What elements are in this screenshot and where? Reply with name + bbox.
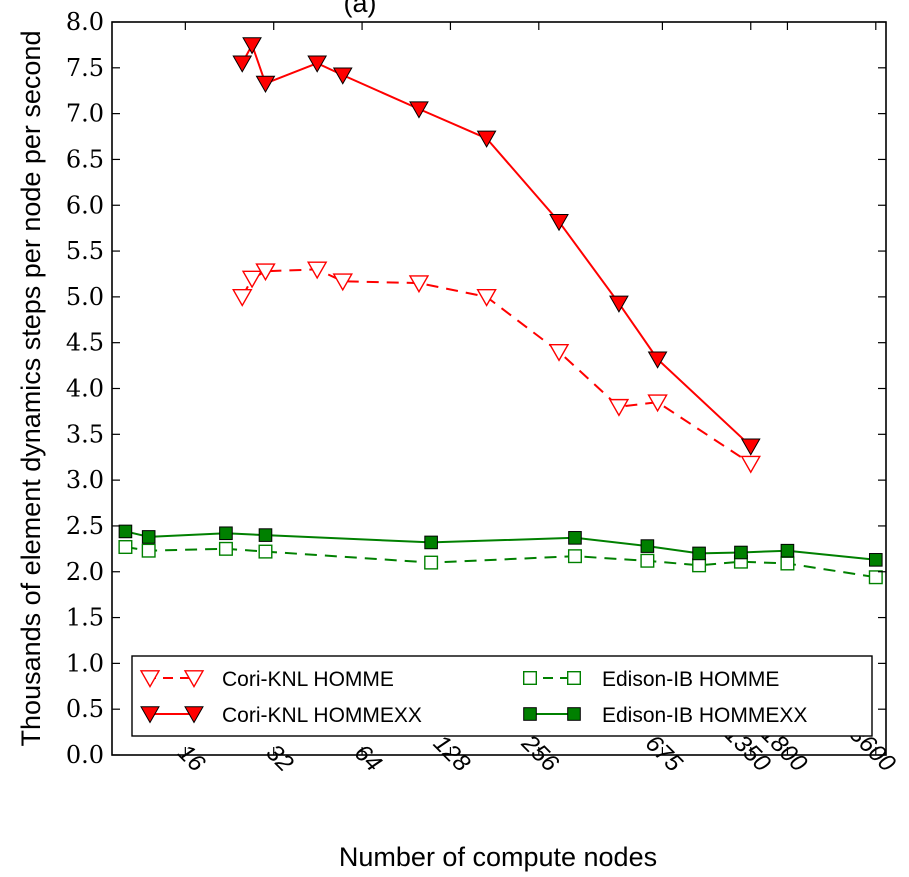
- legend-marker: [139, 670, 161, 688]
- data-point: [232, 55, 253, 73]
- legend-marker: [140, 706, 160, 724]
- data-point: [549, 214, 569, 232]
- y-tick-label: 7.5: [66, 54, 104, 82]
- y-tick-label: 4.0: [66, 375, 104, 403]
- data-point: [255, 263, 276, 282]
- data-point: [780, 543, 795, 558]
- data-point: [640, 553, 655, 568]
- data-point: [408, 275, 430, 294]
- y-tick-label: 5.0: [66, 283, 104, 311]
- legend-marker: [567, 671, 582, 686]
- y-axis-label: Thousands of element dynamics steps per …: [16, 31, 46, 747]
- y-tick-label: 6.5: [66, 145, 104, 173]
- legend-item: Edison-IB HOMME: [523, 668, 779, 691]
- data-point: [780, 556, 795, 571]
- series-1: [232, 37, 761, 456]
- data-point: [258, 544, 273, 559]
- y-tick-label: 3.5: [66, 420, 104, 448]
- series-line: [241, 268, 752, 465]
- data-point: [332, 273, 353, 292]
- legend-item: Cori-KNL HOMMEXX: [140, 704, 422, 727]
- y-tick-label: 1.5: [66, 604, 104, 632]
- data-point: [332, 67, 353, 85]
- data-point: [647, 394, 668, 413]
- y-tick-label: 0.0: [66, 741, 104, 769]
- legend-marker: [523, 671, 538, 686]
- y-tick-label: 6.0: [66, 191, 104, 219]
- data-point: [734, 545, 748, 560]
- data-point: [241, 270, 263, 289]
- data-point: [424, 555, 439, 570]
- legend-item: Cori-KNL HOMME: [139, 668, 394, 691]
- legend-marker: [184, 706, 204, 724]
- series-2: [118, 540, 883, 585]
- data-point: [476, 288, 497, 307]
- legend: Cori-KNL HOMME Cori-KNL HOMMEXX Edison-IB …: [131, 655, 873, 737]
- y-tick-label: 7.0: [66, 100, 104, 128]
- data-point: [118, 540, 133, 555]
- series-3: [118, 524, 883, 567]
- legend-label: Cori-KNL HOMMEXX: [222, 704, 422, 727]
- data-point: [568, 531, 582, 545]
- data-point: [255, 75, 276, 93]
- data-point: [141, 530, 156, 544]
- data-point: [258, 528, 273, 542]
- data-point: [409, 101, 429, 119]
- data-point: [548, 343, 570, 362]
- legend-box: [131, 655, 873, 737]
- y-tick-label: 1.0: [66, 649, 104, 677]
- y-tick-label: 2.0: [66, 558, 104, 586]
- data-point: [868, 570, 883, 585]
- y-tick-label: 4.5: [66, 329, 104, 357]
- data-point: [218, 541, 233, 556]
- data-point: [242, 37, 262, 55]
- plot-marks: [118, 37, 883, 585]
- y-tick-label: 0.5: [66, 695, 104, 723]
- legend-label: Edison-IB HOMME: [602, 668, 779, 691]
- y-tick-label: 5.5: [66, 237, 104, 265]
- y-tick-label: 3.0: [66, 466, 104, 494]
- legend-label: Edison-IB HOMMEXX: [602, 704, 807, 727]
- legend-marker: [183, 670, 205, 688]
- y-tick-label: 2.5: [66, 512, 104, 540]
- series-0: [232, 261, 761, 474]
- legend-item: Edison-IB HOMMEXX: [523, 704, 807, 727]
- x-axis-label: Number of compute nodes: [339, 842, 657, 872]
- legend-marker: [567, 707, 581, 721]
- data-point: [219, 526, 233, 541]
- data-point: [692, 546, 706, 561]
- data-point: [306, 261, 328, 280]
- data-point: [740, 455, 761, 474]
- y-tick-label: 8.0: [66, 8, 104, 36]
- data-point: [640, 539, 655, 553]
- data-point: [868, 553, 883, 567]
- data-point: [476, 130, 497, 148]
- data-point: [118, 524, 133, 539]
- data-point: [740, 438, 761, 456]
- data-point: [608, 398, 630, 417]
- data-point: [692, 558, 707, 573]
- data-point: [647, 351, 668, 369]
- legend-marker: [523, 707, 537, 721]
- data-point: [141, 543, 156, 558]
- legend-label: Cori-KNL HOMME: [222, 668, 394, 691]
- data-point: [307, 55, 328, 73]
- chart-title: (a): [344, 0, 377, 18]
- data-point: [609, 295, 629, 313]
- data-point: [567, 549, 582, 564]
- data-point: [424, 535, 438, 550]
- data-point: [232, 288, 253, 307]
